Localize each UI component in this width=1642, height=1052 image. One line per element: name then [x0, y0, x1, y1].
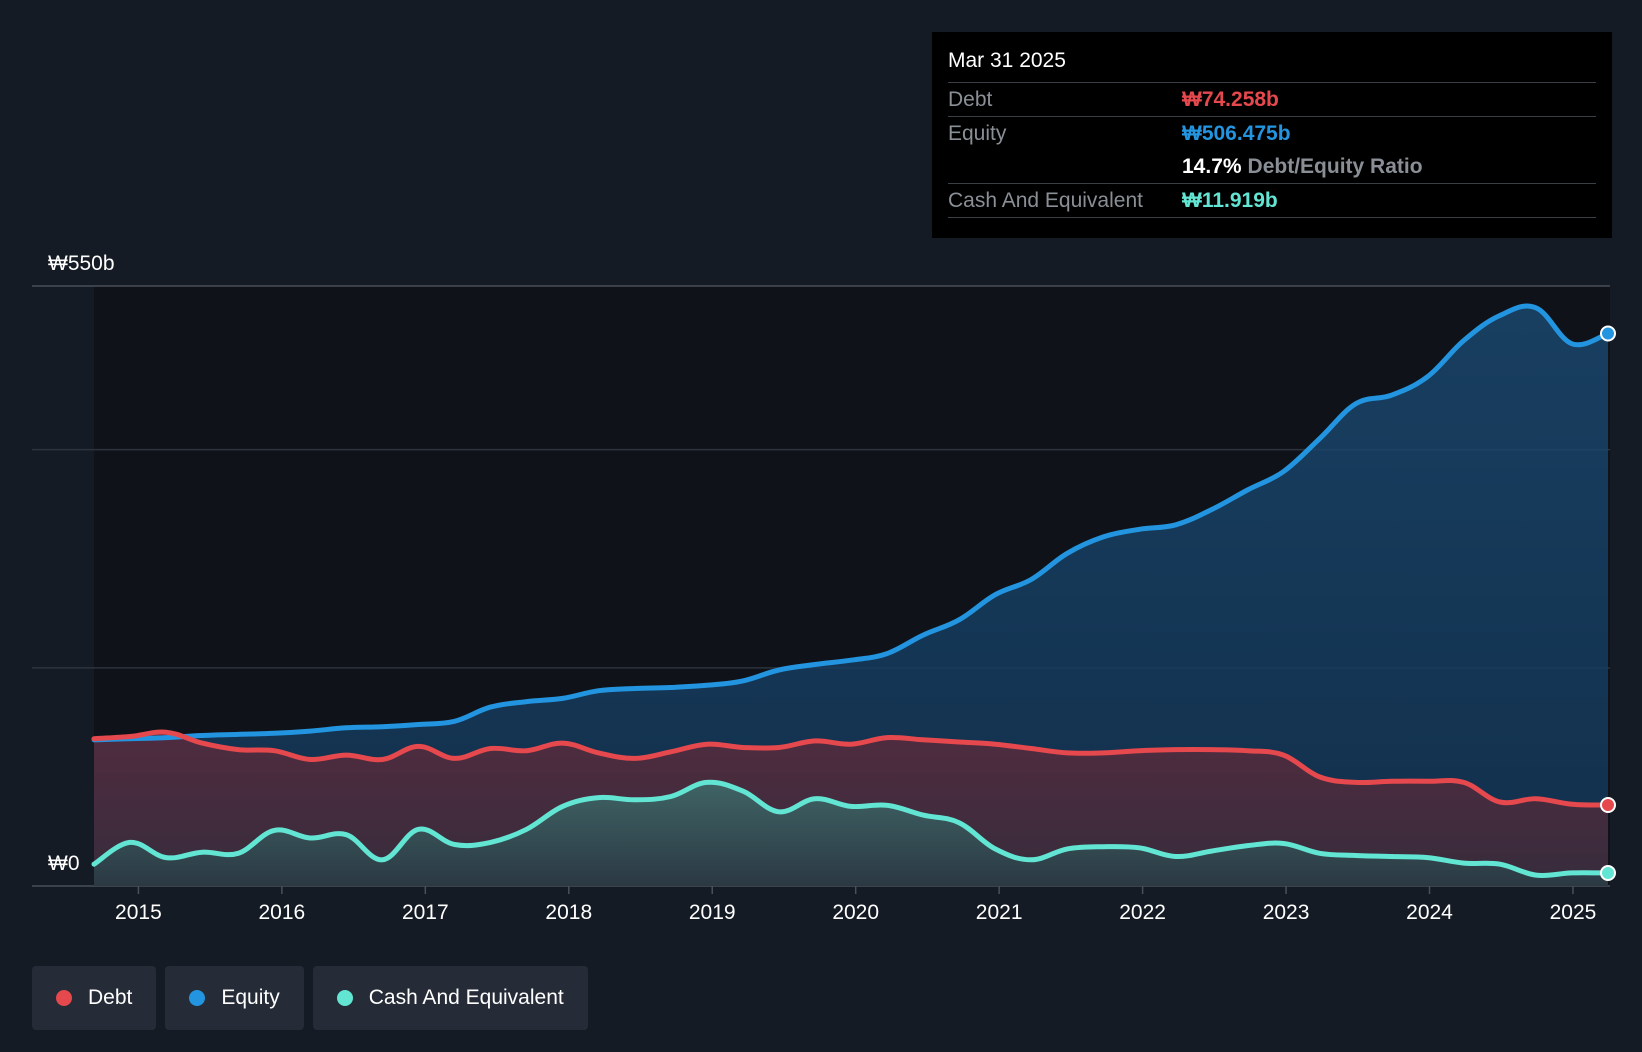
x-tick-label: 2019 — [689, 901, 736, 924]
x-tick-label: 2015 — [115, 901, 162, 924]
legend-item-cash[interactable]: Cash And Equivalent — [312, 966, 588, 1030]
legend-item-debt[interactable]: Debt — [32, 966, 157, 1030]
equity-end-marker — [1600, 325, 1616, 342]
tooltip-debt-row: Debt ₩74.258b — [948, 82, 1596, 116]
x-tick-label: 2023 — [1263, 901, 1310, 924]
tooltip-debt-value: ₩74.258b — [1182, 87, 1279, 111]
x-tick-label: 2025 — [1550, 901, 1597, 924]
equity-dot-icon — [189, 990, 206, 1006]
x-tick-label: 2024 — [1406, 901, 1453, 924]
debt-line — [91, 729, 1611, 808]
cash-dot-icon — [336, 990, 353, 1006]
tooltip-date: Mar 31 2025 — [948, 49, 1066, 72]
legend-label-cash: Cash And Equivalent — [368, 986, 564, 1009]
tooltip-equity-label: Equity — [948, 121, 1007, 145]
tooltip-ratio-value: 14.7% — [1182, 154, 1242, 178]
x-tick-label: 2017 — [402, 901, 449, 924]
x-tick-label: 2021 — [976, 901, 1023, 924]
y-axis-bottom-label: ₩0 — [48, 852, 80, 875]
tooltip-ratio-label: Debt/Equity Ratio — [1247, 154, 1423, 178]
legend: Debt Equity Cash And Equivalent — [32, 966, 597, 1030]
cash-line — [91, 779, 1611, 878]
cash-area — [94, 782, 1608, 886]
equity-area — [94, 306, 1608, 886]
x-tick-label: 2016 — [259, 901, 306, 924]
x-tick-label: 2022 — [1119, 901, 1166, 924]
debt-end-marker — [1600, 796, 1616, 813]
x-tick-label: 2018 — [545, 901, 592, 924]
cash-end-marker — [1600, 864, 1616, 881]
end-markers — [1600, 325, 1616, 881]
x-tick-label: 2020 — [832, 901, 879, 924]
tooltip-equity-value: ₩506.475b — [1182, 121, 1291, 145]
tooltip-equity-row: Equity ₩506.475b — [948, 116, 1596, 150]
x-axis: 2015 2016 2017 2018 2019 2020 2021 2022 2023 2024… — [115, 886, 1596, 924]
tooltip-cash-label: Cash And Equivalent — [948, 188, 1143, 212]
tooltip-cash-value: ₩11.919b — [1182, 188, 1278, 212]
tooltip-ratio-row: 14.7% Debt/Equity Ratio — [948, 150, 1596, 183]
debt-dot-icon — [56, 990, 72, 1006]
tooltip-debt-label: Debt — [948, 87, 993, 111]
legend-label-equity: Equity — [221, 986, 280, 1009]
equity-line — [91, 303, 1611, 743]
legend-label-debt: Debt — [88, 986, 133, 1009]
y-axis-top-label: ₩550b — [48, 252, 115, 275]
tooltip-panel: Mar 31 2025 Debt ₩74.258b Equity ₩506.47… — [932, 32, 1612, 238]
tooltip-cash-row: Cash And Equivalent ₩11.919b — [948, 183, 1596, 218]
legend-item-equity[interactable]: Equity — [165, 966, 304, 1030]
